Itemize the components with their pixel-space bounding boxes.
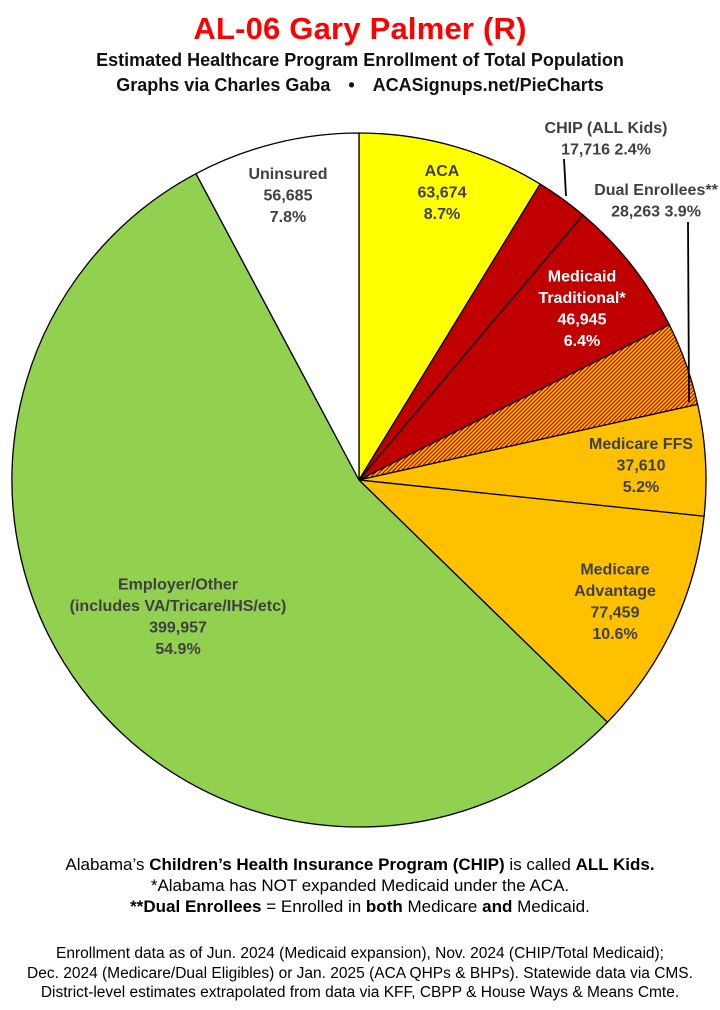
pie-slice-aca [358,132,541,481]
page-title: AL-06 Gary Palmer (R) [193,11,527,46]
pie-label-employer-other-includes-va-tricare-ihs-etc: Employer/Other (includes VA/Tricare/IHS/e… [70,576,287,658]
footnotes: Alabama’s Children’s Health Insurance Pr… [0,854,720,917]
source-note-line3: District-level estimates extrapolated fr… [40,984,680,1001]
leader-line-chip-all-kids [563,158,567,197]
source-note-line2: Dec. 2024 (Medicare/Dual Eligibles) or J… [27,964,693,982]
pie-slice-uninsured [195,132,360,481]
pie-label-chip-all-kids: CHIP (ALL Kids) 17,716 2.4% [545,120,668,159]
pie-label-dual-enrollees: Dual Enrollees** 28,263 3.9% [594,182,718,221]
pie-slice-employer-other-includes-va-tricare-ihs-etc [11,173,609,828]
pie-label-uninsured: Uninsured 56,685 7.8% [248,166,327,226]
pie-label-medicaid-traditional: Medicaid Traditional* 46,945 6.4% [538,268,626,350]
footnote-chip-name: Alabama’s Children’s Health Insurance Pr… [65,855,655,874]
pie-label-aca: ACA 63,674 8.7% [418,163,467,223]
source-note: Enrollment data as of Jun. 2024 (Medicai… [0,944,720,1003]
pie-label-medicare-advantage: Medicare Advantage 77,459 10.6% [574,561,656,643]
leader-line-dual-enrollees [687,221,690,403]
subtitle-line2: Graphs via Charles Gaba • ACASignups.net… [116,75,604,95]
pie-label-medicare-ffs: Medicare FFS 37,610 5.2% [589,436,693,496]
pie-chart: ACA 63,674 8.7% CHIP (ALL Kids) 17,716 2.4% M… [11,120,719,828]
source-note-line1: Enrollment data as of Jun. 2024 (Medicai… [56,945,664,962]
subtitle-line1: Estimated Healthcare Program Enrollment … [96,50,624,70]
pie-slice-medicare-advantage [358,479,705,723]
footnote-medicaid-expansion: *Alabama has NOT expanded Medicaid under… [150,876,570,895]
pie-slice-medicaid-traditional [358,214,671,481]
footnote-dual-enrollees: **Dual Enrollees = Enrolled in both Medi… [130,897,590,916]
